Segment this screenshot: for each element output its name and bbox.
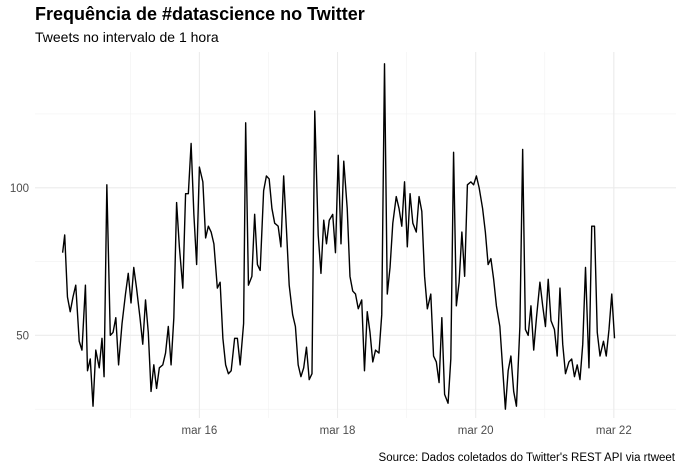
chart-title: Frequência de #datascience no Twitter — [35, 4, 365, 24]
x-tick-label: mar 18 — [320, 425, 356, 437]
y-tick-label: 50 — [16, 330, 29, 342]
major-gridlines — [35, 52, 676, 418]
chart-subtitle: Tweets no intervalo de 1 hora — [35, 29, 219, 45]
source-caption: Source: Dados coletados do Twitter's RES… — [378, 452, 675, 464]
x-axis: mar 16 mar 18 mar 20 mar 22 — [181, 425, 631, 437]
y-tick-label: 100 — [10, 183, 29, 195]
x-tick-label: mar 20 — [458, 425, 494, 437]
x-tick-label: mar 16 — [181, 425, 217, 437]
series-layer — [61, 63, 616, 410]
series-line — [61, 63, 616, 410]
y-axis: 50 100 — [10, 183, 29, 343]
x-tick-label: mar 22 — [596, 425, 632, 437]
minor-gridlines — [35, 52, 676, 418]
